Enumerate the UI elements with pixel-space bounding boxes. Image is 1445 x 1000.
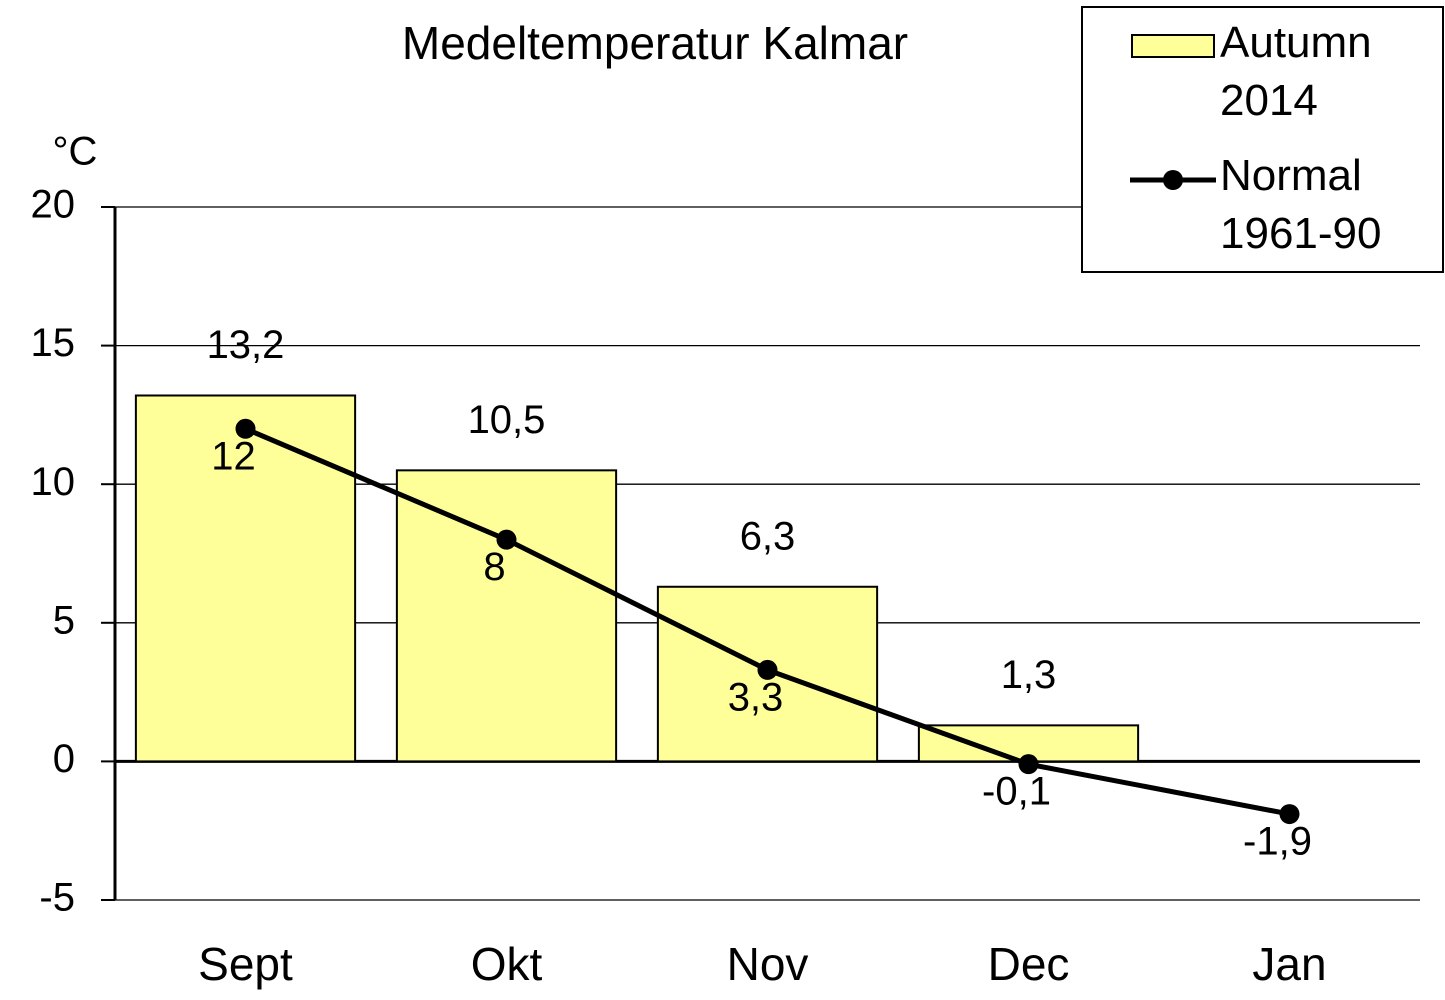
bar bbox=[134, 394, 357, 763]
line-point bbox=[496, 529, 517, 550]
legend-swatch bbox=[1131, 34, 1215, 58]
line-point bbox=[235, 418, 256, 439]
data-label: 10,5 bbox=[468, 398, 546, 442]
data-label: 3,3 bbox=[728, 675, 784, 719]
data-label: -1,9 bbox=[1243, 820, 1312, 864]
x-tick-label: Nov bbox=[727, 938, 809, 990]
x-tick-label: Okt bbox=[471, 938, 543, 990]
x-tick-label: Sept bbox=[198, 938, 293, 990]
chart-title: Medeltemperatur Kalmar bbox=[402, 17, 908, 69]
y-tick-label: 0 bbox=[53, 737, 75, 781]
line-point bbox=[1279, 804, 1300, 825]
legend-swatch bbox=[1163, 170, 1183, 190]
y-tick-label: -5 bbox=[39, 876, 75, 920]
legend-label: Normal 1961-90 bbox=[1220, 151, 1381, 258]
y-tick-label: 15 bbox=[31, 321, 76, 365]
y-tick-label: 5 bbox=[53, 598, 75, 642]
y-tick-label: 20 bbox=[31, 183, 76, 227]
x-tick-label: Dec bbox=[988, 938, 1070, 990]
x-tick-label: Jan bbox=[1252, 938, 1326, 990]
data-label: -0,1 bbox=[982, 770, 1051, 814]
legend-label: Autumn 2014 bbox=[1220, 18, 1372, 125]
data-label: 6,3 bbox=[740, 514, 796, 558]
y-axis-label: °C bbox=[53, 130, 98, 174]
data-label: 13,2 bbox=[207, 323, 285, 367]
data-label: 8 bbox=[483, 545, 505, 589]
line-point bbox=[757, 659, 778, 680]
bar bbox=[395, 469, 618, 763]
line-point bbox=[1018, 754, 1039, 775]
data-label: 1,3 bbox=[1001, 653, 1057, 697]
data-label: 12 bbox=[211, 434, 256, 478]
legend: Autumn 2014 Normal 1961-90 bbox=[1081, 6, 1444, 273]
y-tick-label: 10 bbox=[31, 460, 76, 504]
